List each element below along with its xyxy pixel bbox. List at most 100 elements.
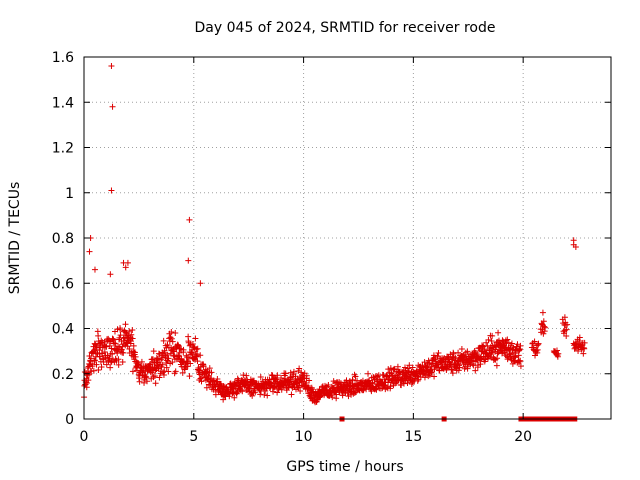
x-axis-label: GPS time / hours — [286, 459, 403, 475]
y-tick-label: 1.6 — [52, 50, 74, 66]
data-point — [464, 348, 471, 355]
data-point — [122, 321, 129, 328]
data-point — [212, 391, 219, 398]
data-point — [298, 369, 305, 376]
data-point — [146, 361, 153, 368]
data-point — [517, 342, 524, 349]
data-point — [398, 382, 405, 389]
data-point — [175, 342, 182, 349]
data-point — [243, 372, 250, 379]
data-point — [92, 357, 99, 364]
data-point — [472, 367, 479, 374]
data-point — [333, 391, 340, 398]
data-point — [214, 375, 221, 382]
data-point — [194, 351, 201, 358]
data-point — [325, 382, 332, 389]
data-point — [288, 391, 295, 398]
data-point — [186, 373, 193, 380]
data-point — [449, 356, 456, 363]
data-point — [206, 365, 213, 372]
data-point — [252, 389, 259, 396]
data-point — [185, 257, 192, 264]
data-point — [96, 340, 103, 347]
data-point — [194, 358, 201, 365]
data-point — [172, 368, 179, 375]
data-point — [456, 364, 463, 371]
x-tick-label: 15 — [404, 429, 422, 445]
data-point — [169, 338, 176, 345]
data-point — [421, 359, 428, 366]
data-point — [263, 385, 270, 392]
data-point — [169, 359, 176, 366]
data-point — [88, 355, 95, 362]
data-point — [114, 350, 121, 357]
data-point — [103, 361, 110, 368]
data-point — [402, 364, 409, 371]
data-point — [186, 216, 193, 223]
data-point — [187, 360, 194, 367]
data-point — [534, 346, 541, 353]
data-point — [296, 365, 303, 372]
data-point — [572, 244, 579, 251]
data-point — [164, 341, 171, 348]
data-point — [274, 389, 281, 396]
data-point — [419, 362, 426, 369]
data-point — [194, 345, 201, 352]
data-point — [95, 366, 102, 373]
data-point — [564, 321, 571, 328]
data-point — [394, 373, 401, 380]
y-tick-label: 1.4 — [52, 95, 74, 111]
data-point — [117, 326, 124, 333]
data-point — [477, 361, 484, 368]
data-point — [147, 360, 154, 367]
data-point — [90, 367, 97, 374]
data-point — [100, 358, 107, 365]
data-point — [85, 377, 92, 384]
data-point — [517, 363, 524, 370]
data-point — [86, 248, 93, 255]
data-point — [107, 364, 114, 371]
data-point — [539, 309, 546, 316]
data-point — [128, 331, 135, 338]
data-point — [124, 259, 131, 266]
data-point — [106, 355, 113, 362]
data-point — [115, 356, 122, 363]
data-point — [156, 374, 163, 381]
data-point — [448, 366, 455, 373]
data-point — [95, 332, 102, 339]
data-point — [208, 369, 215, 376]
data-point — [167, 334, 174, 341]
data-point — [351, 389, 358, 396]
data-point — [132, 353, 139, 360]
data-point — [406, 362, 413, 369]
data-point — [563, 332, 570, 339]
data-point — [179, 369, 186, 376]
data-point — [135, 360, 142, 367]
data-point — [88, 368, 95, 375]
data-point — [394, 363, 401, 370]
data-point — [334, 384, 341, 391]
data-point — [489, 332, 496, 339]
data-point — [119, 359, 126, 366]
y-tick-label: 1.2 — [52, 141, 74, 157]
data-point — [111, 340, 118, 347]
data-point — [115, 361, 122, 368]
data-point — [240, 372, 247, 379]
data-point — [352, 373, 359, 380]
x-tick-label: 20 — [514, 429, 532, 445]
data-point — [126, 328, 133, 335]
data-point — [220, 396, 227, 403]
data-point — [160, 369, 167, 376]
data-point — [144, 378, 151, 385]
data-point — [555, 350, 562, 357]
data-point — [274, 372, 281, 379]
data-point — [234, 388, 241, 395]
data-point — [168, 329, 175, 336]
data-point — [576, 334, 583, 341]
data-point — [164, 351, 171, 358]
data-point — [108, 187, 115, 194]
data-point — [430, 352, 437, 359]
data-point — [130, 342, 137, 349]
data-point — [237, 387, 244, 394]
